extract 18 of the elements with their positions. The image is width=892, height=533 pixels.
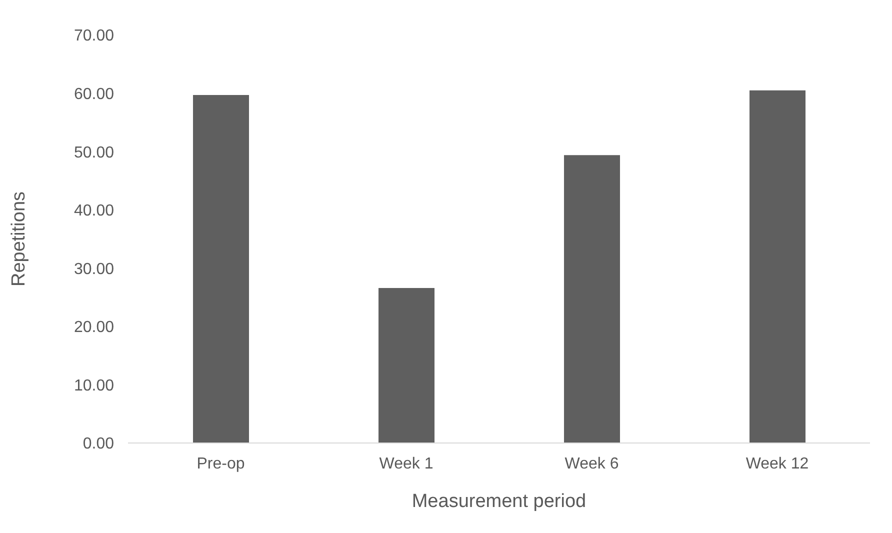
bar [750, 90, 806, 443]
x-tick-label: Week 1 [379, 455, 434, 472]
y-tick-label: 10.00 [74, 377, 114, 394]
y-tick-label: 20.00 [74, 319, 114, 336]
y-tick-label: 0.00 [82, 436, 114, 453]
y-axis-title: Repetitions [8, 191, 30, 287]
x-axis-title: Measurement period [412, 491, 586, 512]
y-tick-label: 70.00 [74, 28, 114, 45]
y-tick-label: 50.00 [74, 144, 114, 162]
bar [193, 95, 249, 443]
x-tick-label: Week 6 [564, 455, 619, 472]
bar [378, 288, 434, 443]
y-tick-label: 60.00 [74, 86, 114, 103]
x-tick-label: Pre-op [196, 455, 245, 472]
x-tick-label: Week 12 [746, 455, 809, 472]
bar [564, 155, 620, 443]
y-tick-label: 30.00 [74, 260, 114, 278]
y-tick-label: 40.00 [74, 202, 114, 220]
